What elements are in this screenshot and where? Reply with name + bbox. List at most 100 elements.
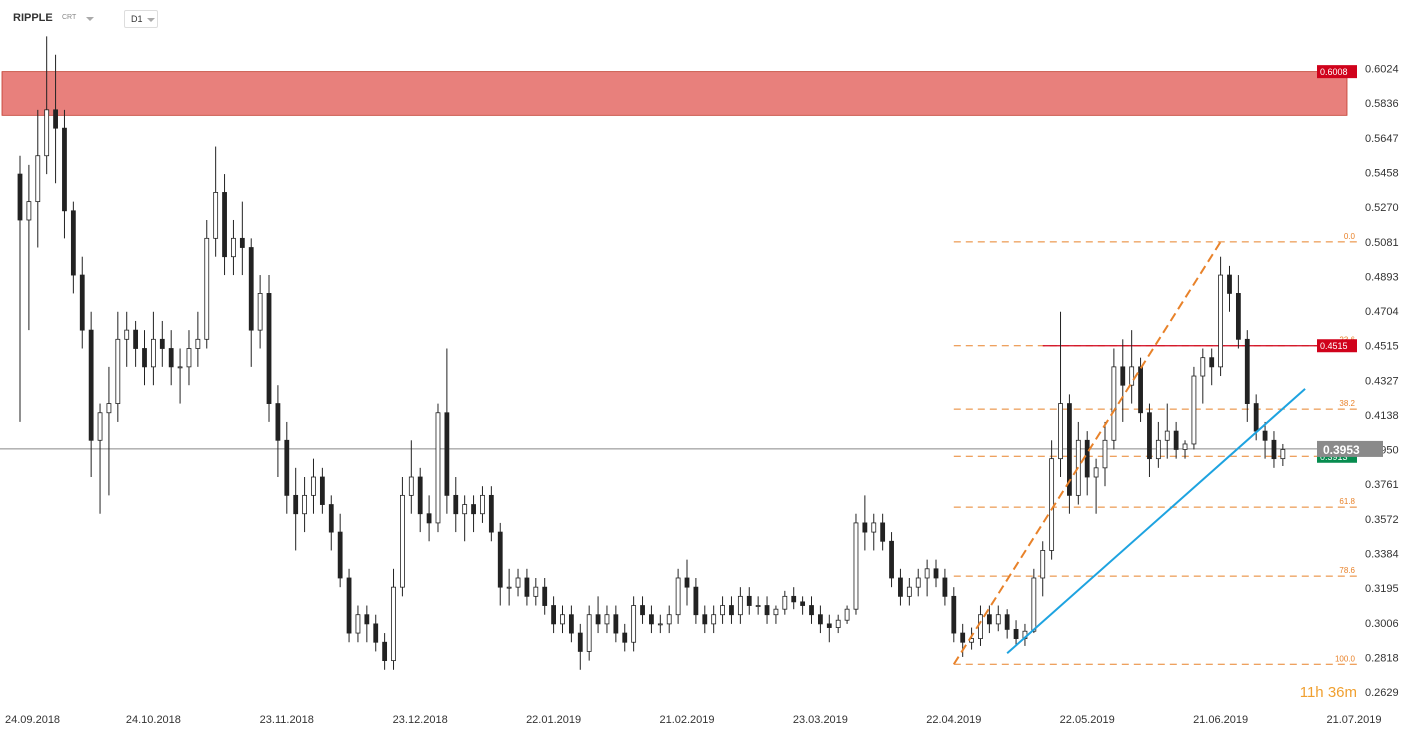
candle-body xyxy=(1244,338,1250,404)
y-tick-label: 0.4893 xyxy=(1365,271,1399,283)
candle-body xyxy=(1227,274,1232,294)
x-tick-label: 23.03.2019 xyxy=(793,714,848,726)
candle-body xyxy=(1253,403,1259,432)
y-tick-label: 0.5458 xyxy=(1365,168,1399,180)
candle-body xyxy=(640,605,645,616)
candle-body xyxy=(79,274,85,331)
exchange-label: CRT xyxy=(62,14,77,21)
candle-body xyxy=(551,605,556,625)
candle-body xyxy=(444,412,450,496)
candle-body xyxy=(1271,439,1277,460)
candle-body xyxy=(1084,439,1090,478)
candle-body xyxy=(70,210,76,276)
candle-body xyxy=(933,568,939,579)
x-tick-label: 24.09.2018 xyxy=(5,714,60,726)
candle-body xyxy=(115,338,121,404)
candle-body xyxy=(1013,628,1019,639)
candle-body xyxy=(595,614,601,625)
candle-body xyxy=(1147,412,1152,460)
candle-body xyxy=(35,155,41,203)
candle-body xyxy=(150,338,156,368)
candle-body xyxy=(1164,430,1170,441)
candle-body xyxy=(666,614,672,625)
fib-level-label: 100.0 xyxy=(1335,654,1356,663)
symbol-dropdown-icon[interactable] xyxy=(86,17,94,21)
candle-body xyxy=(88,329,94,441)
fib-level-label: 0.0 xyxy=(1344,232,1356,241)
candle-body xyxy=(1093,467,1099,478)
candle-body xyxy=(293,494,299,515)
candle-body xyxy=(835,619,841,628)
candle-body xyxy=(995,614,1001,625)
candle-body xyxy=(506,586,512,589)
candle-body xyxy=(951,595,957,634)
current-price-tag-bg xyxy=(1317,440,1383,457)
candle-body xyxy=(44,109,50,157)
candle-body xyxy=(382,641,388,662)
candle-body xyxy=(791,595,797,603)
candle-body xyxy=(898,577,903,597)
candle-body xyxy=(631,605,637,643)
candle-body xyxy=(711,614,717,625)
candle-body xyxy=(328,504,334,533)
candle-body xyxy=(408,476,414,496)
candle-body xyxy=(1004,614,1010,630)
candle-body xyxy=(195,338,201,349)
y-tick-label: 0.3384 xyxy=(1365,548,1399,560)
candle-body xyxy=(613,614,619,634)
candle-body xyxy=(684,577,690,588)
candle-body xyxy=(942,577,948,597)
fib-level-label: 78.6 xyxy=(1339,566,1355,575)
y-tick-label: 0.5836 xyxy=(1365,98,1399,110)
candle-body xyxy=(568,614,574,634)
candle-body xyxy=(542,586,548,606)
candle-body xyxy=(364,614,370,625)
candle-body xyxy=(880,522,886,542)
y-tick-label: 0.5270 xyxy=(1365,202,1399,214)
candle-body xyxy=(177,366,183,369)
candle-body xyxy=(426,513,432,524)
symbol-name: RIPPLE xyxy=(13,12,53,24)
x-tick-label: 21.07.2019 xyxy=(1326,714,1381,726)
candle-body xyxy=(1200,357,1206,377)
candle-body xyxy=(1129,366,1135,386)
y-tick-label: 0.3195 xyxy=(1365,583,1399,595)
candle-body xyxy=(133,329,139,349)
y-tick-label: 0.4138 xyxy=(1365,410,1399,422)
resistance-zone[interactable] xyxy=(1,71,1348,116)
candle-body xyxy=(800,601,806,606)
candle-body xyxy=(1031,577,1037,632)
candle-body xyxy=(26,201,32,221)
candle-body xyxy=(231,237,236,258)
bar-countdown: 11h 36m xyxy=(1300,684,1357,701)
candle-body xyxy=(142,348,147,368)
candle-body xyxy=(488,494,494,533)
candle-body xyxy=(248,247,254,331)
candle-body xyxy=(915,577,921,588)
candle-body xyxy=(782,595,788,610)
y-tick-label: 0.2629 xyxy=(1365,687,1399,699)
candle-body xyxy=(257,293,263,331)
x-tick-label: 24.10.2018 xyxy=(126,714,181,726)
level-price-tag-bg xyxy=(1317,339,1357,353)
timeframe-dropdown-icon[interactable] xyxy=(147,18,155,22)
y-tick-label: 0.3006 xyxy=(1365,618,1399,630)
candle-body xyxy=(871,522,877,533)
candle-body xyxy=(924,568,930,579)
candle-body xyxy=(1138,366,1143,414)
candle-body xyxy=(346,577,352,634)
candle-body xyxy=(773,608,779,616)
x-tick-label: 22.05.2019 xyxy=(1060,714,1115,726)
candle-body xyxy=(515,577,521,588)
level-price-tag: 0.4515 xyxy=(1320,341,1348,351)
candle-body xyxy=(124,329,130,340)
trend-line[interactable] xyxy=(1006,388,1306,655)
y-tick-label: 0.5647 xyxy=(1365,133,1399,145)
candle-body xyxy=(1218,274,1223,368)
candle-body xyxy=(1280,449,1286,460)
x-tick-label: 22.04.2019 xyxy=(926,714,981,726)
y-tick-label: 0.6024 xyxy=(1365,64,1399,76)
timeframe-selector[interactable]: D1 xyxy=(124,10,158,28)
candle-body xyxy=(239,237,245,248)
